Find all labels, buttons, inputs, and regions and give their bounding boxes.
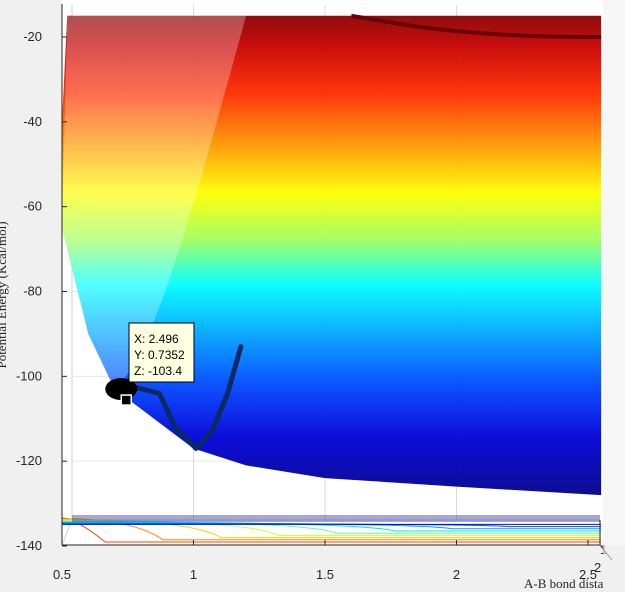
datatip-z: Z: -103.4 (134, 364, 182, 378)
y-axis-label: Potential Energy (Kcal/mol) (0, 221, 9, 368)
x-axis-label: A-B bond dista (524, 576, 604, 591)
x-tick-label: 1 (190, 567, 197, 582)
datatip[interactable]: X: 2.496 Y: 0.7352 Z: -103.4 (128, 322, 195, 383)
surface-mesh-bands (62, 13, 602, 390)
trajectory-start-marker (105, 378, 138, 406)
plateau-ridge (350, 13, 602, 39)
y-tick-label: -60 (23, 199, 42, 214)
depth-tick-2: 2 (594, 560, 601, 575)
contour-line (61, 518, 602, 541)
x-tick-label: 2.5 (579, 567, 597, 582)
y-tick-label: -80 (23, 284, 42, 299)
y-tick-label: -120 (16, 453, 42, 468)
y-tick-label: -40 (23, 114, 42, 129)
figure-edge (603, 0, 625, 592)
x-tick-label: 1.5 (316, 567, 334, 582)
y-tick-label: -140 (16, 538, 42, 553)
x-axis-ticks: 0.5 1 1.5 2 2.5 (53, 540, 597, 582)
x-tick-label: 2 (453, 567, 460, 582)
floor-projection (72, 515, 600, 522)
y-tick-label: -100 (16, 368, 42, 383)
y-tick-label: -20 (23, 29, 42, 44)
energy-surface (62, 15, 602, 496)
datatip-x: X: 2.496 (134, 332, 179, 346)
surface-highlight (62, 15, 247, 390)
x-tick-label: 0.5 (53, 567, 71, 582)
floor-contours (61, 515, 602, 543)
y-axis-ticks: -20 -40 -60 -80 -100 -120 -140 (16, 29, 67, 553)
datatip-box (128, 322, 195, 383)
datatip-y: Y: 0.7352 (134, 348, 185, 362)
